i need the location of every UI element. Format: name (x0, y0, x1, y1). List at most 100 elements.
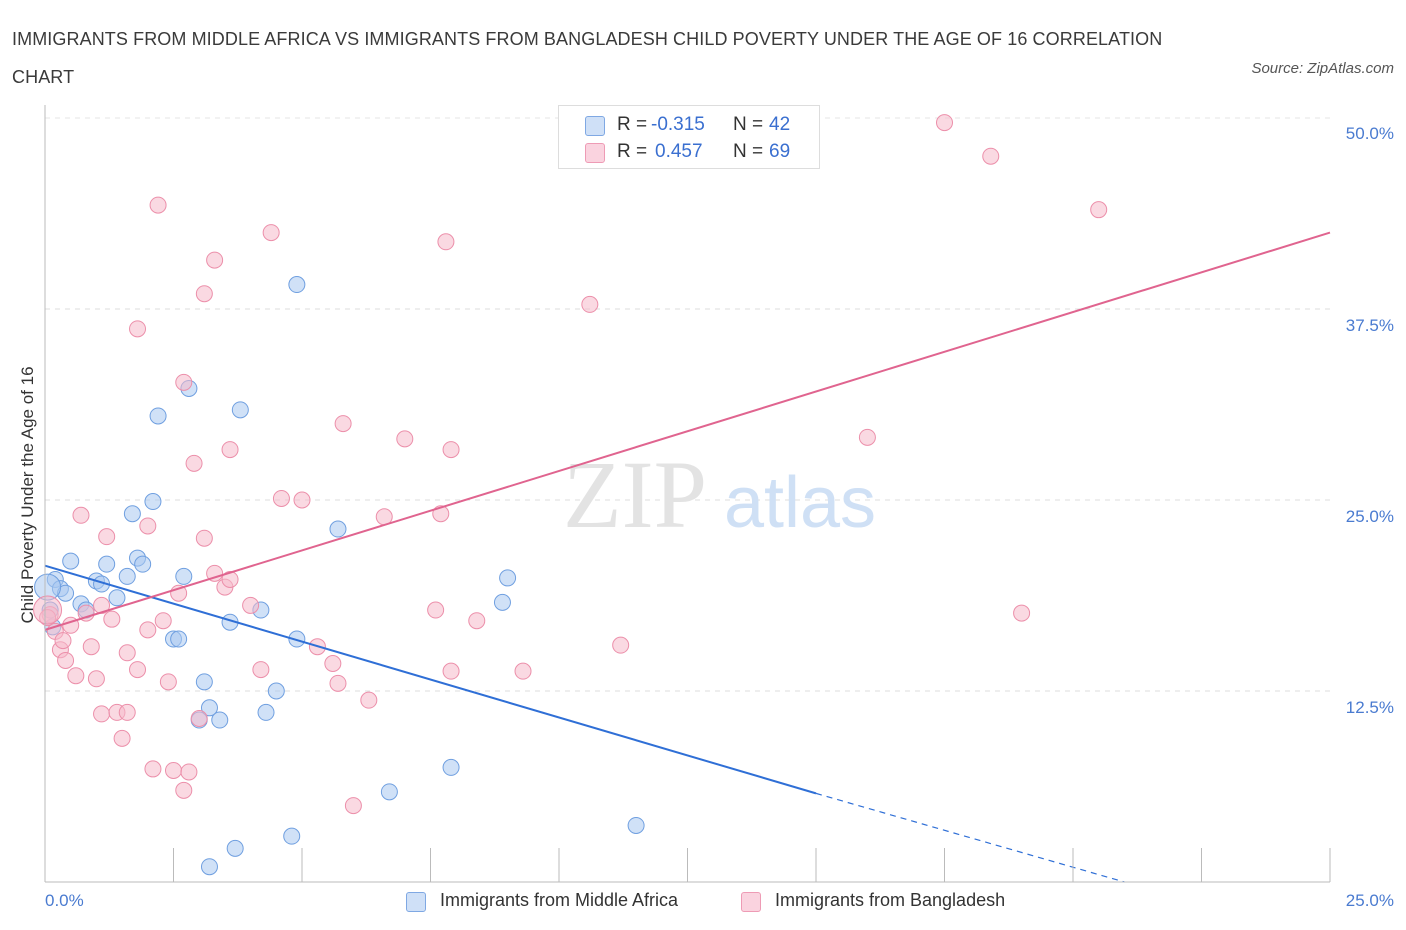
point-bangladesh (77, 604, 95, 622)
legend-swatch-pink (741, 892, 761, 912)
point-bangladesh (180, 763, 198, 781)
point-bangladesh (982, 147, 1000, 165)
point-middle-africa (62, 552, 80, 570)
point-bangladesh (206, 251, 224, 269)
point-bangladesh (129, 320, 147, 338)
point-middle-africa (499, 569, 517, 587)
point-bangladesh (72, 506, 90, 524)
r-label: R = (617, 141, 648, 162)
point-middle-africa (108, 589, 126, 607)
legend-label: Immigrants from Middle Africa (440, 890, 679, 910)
x-tick-label-min: 0.0% (45, 891, 84, 910)
point-bangladesh (252, 661, 270, 679)
point-bangladesh (1090, 201, 1108, 219)
point-bangladesh (1013, 604, 1031, 622)
legend-swatch-pink (585, 143, 605, 163)
point-middle-africa (627, 816, 645, 834)
r-value: -0.315 (651, 114, 705, 135)
chart-title: IMMIGRANTS FROM MIDDLE AFRICA VS IMMIGRA… (12, 29, 1163, 87)
stats-row-middle-africa: R = -0.315 N = 42 (559, 113, 819, 137)
point-bangladesh (93, 705, 111, 723)
point-bangladesh (195, 285, 213, 303)
point-bangladesh (514, 662, 532, 680)
y-tick-label-25: 25.0% (1345, 507, 1394, 526)
point-bangladesh (118, 644, 136, 662)
point-bangladesh (139, 517, 157, 535)
point-middle-africa (442, 758, 460, 776)
watermark-atlas: atlas (724, 463, 876, 543)
point-bangladesh (57, 651, 75, 669)
point-middle-africa (267, 682, 285, 700)
point-middle-africa (175, 567, 193, 585)
point-bangladesh (154, 612, 172, 630)
point-bangladesh (175, 781, 193, 799)
legend-label: Immigrants from Bangladesh (775, 890, 1006, 910)
r-value: 0.457 (655, 141, 703, 162)
legend-swatch-blue (585, 116, 605, 136)
point-bangladesh (118, 703, 136, 721)
point-bangladesh (98, 528, 116, 546)
x-tick-label-max: 25.0% (1345, 891, 1394, 910)
point-bangladesh (437, 233, 455, 251)
point-bangladesh (144, 760, 162, 778)
trendline-middle-africa (44, 564, 817, 795)
point-middle-africa (211, 711, 229, 729)
point-middle-africa (493, 593, 511, 611)
point-bangladesh (612, 636, 630, 654)
point-bangladesh (293, 491, 311, 509)
stats-row-bangladesh: R = 0.457 N = 69 (559, 140, 819, 164)
point-middle-africa (200, 858, 218, 876)
point-bangladesh (858, 428, 876, 446)
n-label: N = (733, 141, 764, 162)
point-bangladesh (468, 612, 486, 630)
point-bangladesh (190, 710, 208, 728)
point-bangladesh (442, 441, 460, 459)
y-tick-label-12-5: 12.5% (1345, 698, 1394, 717)
point-bangladesh (195, 529, 213, 547)
point-bangladesh (272, 489, 290, 507)
legend-swatch-blue (406, 892, 426, 912)
watermark-zip: ZIP (563, 441, 707, 548)
n-value: 42 (769, 114, 791, 135)
point-bangladesh (139, 621, 157, 639)
point-bangladesh (581, 295, 599, 313)
y-tick-label-50: 50.0% (1345, 124, 1394, 143)
trend-layer (44, 231, 1331, 883)
point-bangladesh (87, 670, 105, 688)
point-bangladesh (185, 454, 203, 472)
axis-layer (44, 105, 1331, 883)
point-bangladesh (175, 373, 193, 391)
n-value: 69 (769, 141, 791, 162)
point-bangladesh (221, 570, 239, 588)
point-bangladesh (442, 662, 460, 680)
point-bangladesh (329, 674, 347, 692)
point-middle-africa (231, 401, 249, 419)
point-bangladesh (427, 601, 445, 619)
point-bangladesh (936, 114, 953, 132)
source-label: Source: ZipAtlas.com (1251, 60, 1394, 77)
watermark: ZIP atlas (563, 441, 876, 548)
point-middle-africa (118, 567, 136, 585)
point-bangladesh (67, 667, 85, 685)
point-middle-africa (226, 839, 244, 857)
point-bangladesh (149, 196, 167, 214)
point-bangladesh (113, 729, 131, 747)
point-bangladesh (206, 564, 224, 582)
point-bangladesh (360, 691, 378, 709)
point-middle-africa (200, 699, 218, 717)
point-middle-africa (257, 703, 275, 721)
point-middle-africa (329, 520, 347, 538)
stats-legend: R = -0.315 N = 42 R = 0.457 N = 69 (558, 105, 820, 169)
point-middle-africa (149, 407, 167, 425)
point-bangladesh (129, 661, 147, 679)
point-bangladesh (103, 610, 121, 628)
n-label: N = (733, 114, 764, 135)
point-middle-africa (288, 276, 306, 294)
point-middle-africa (98, 555, 116, 573)
point-middle-africa (380, 783, 398, 801)
point-bangladesh (344, 797, 362, 815)
trendline-extension-middle-africa (815, 792, 1125, 883)
point-bangladesh (221, 441, 239, 459)
point-bangladesh (334, 415, 352, 433)
